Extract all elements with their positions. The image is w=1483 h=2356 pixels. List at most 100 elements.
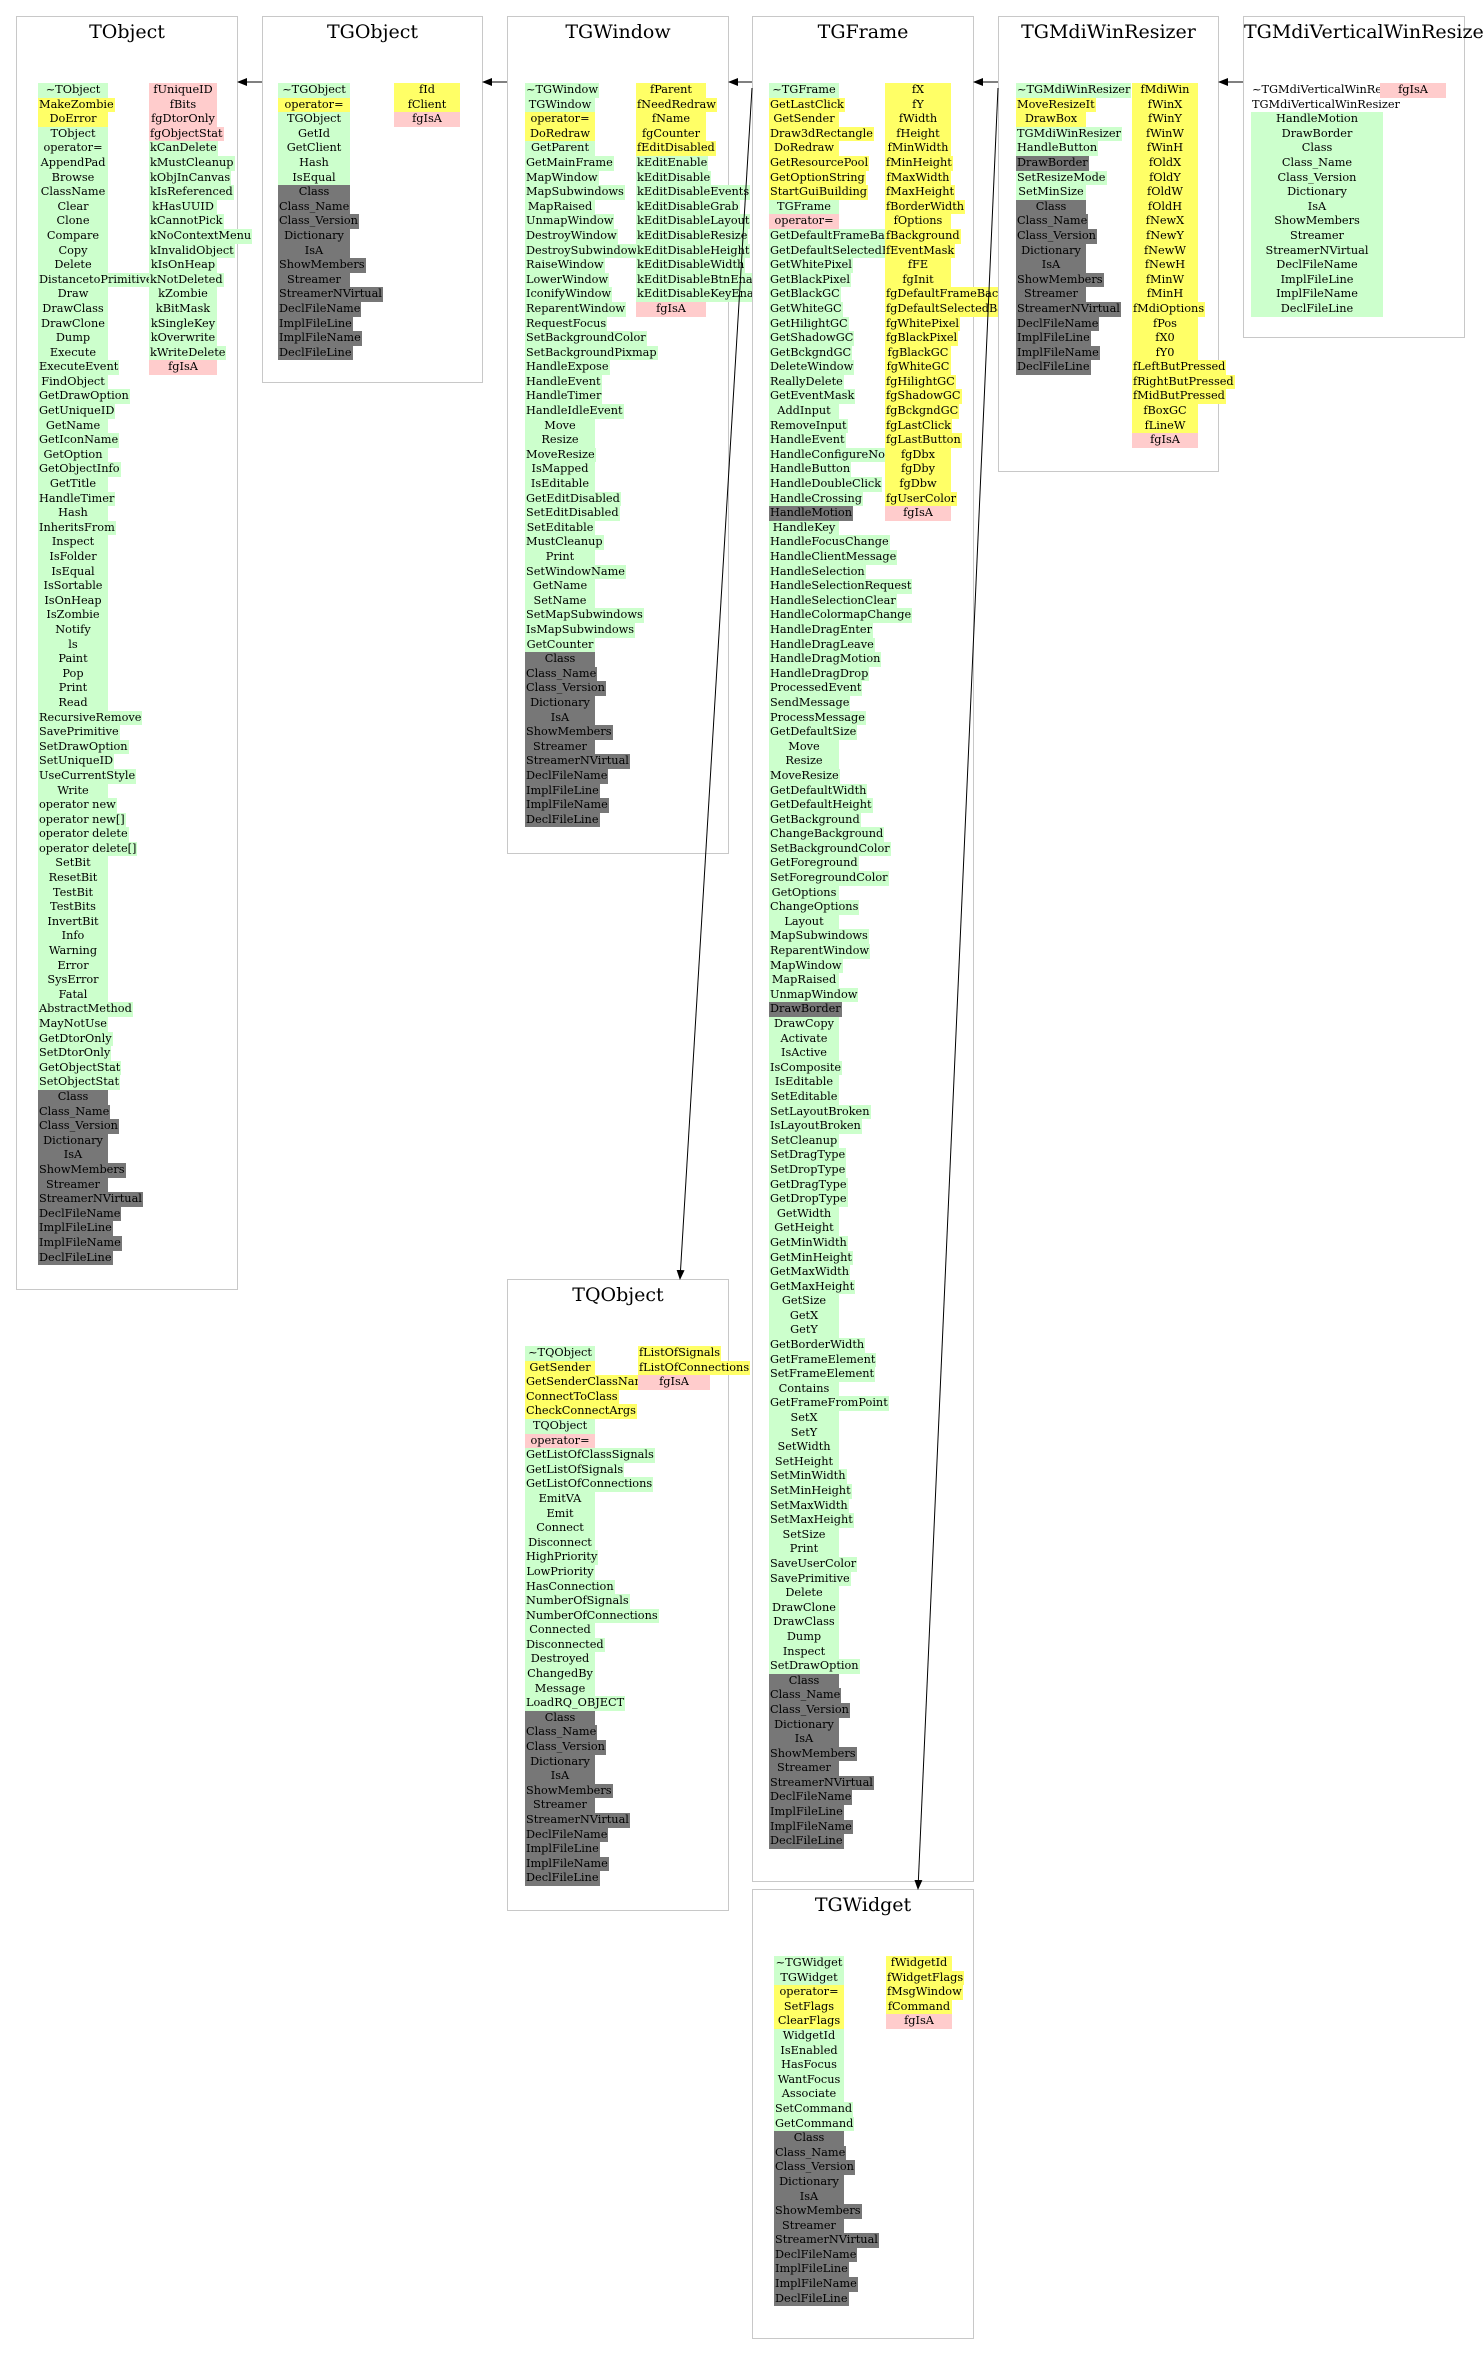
method-name: Class_Version <box>1251 170 1383 186</box>
method-row: Streamer <box>525 1798 595 1813</box>
method-row: DrawBorder <box>1016 155 1089 171</box>
member-name: fUniqueID <box>149 83 217 98</box>
method-name: ShowMembers <box>525 725 613 740</box>
method-row: Class <box>38 1089 108 1105</box>
member-name: fWidgetId <box>886 1956 952 1971</box>
method-row: HandleCrossing <box>769 491 863 507</box>
method-name: StreamerNVirtual <box>525 1813 630 1828</box>
method-name: UnmapWindow <box>769 987 859 1003</box>
method-name: ImplFileLine <box>38 1221 113 1236</box>
method-name: SetMapSubwindows <box>525 608 644 623</box>
method-name: AbstractMethod <box>38 1002 133 1017</box>
method-row: HandleButton <box>769 462 852 478</box>
member-row: kHasUUID <box>149 199 217 215</box>
member-name: kCanDelete <box>149 141 218 156</box>
method-name: LowPriority <box>525 1564 595 1580</box>
member-row: fCommand <box>886 1999 952 2015</box>
method-name: ClearFlags <box>774 2014 844 2029</box>
method-row: TestBit <box>38 885 108 901</box>
method-row: TGMdiVerticalWinResizer <box>1251 97 1401 113</box>
method-row: Layout <box>769 914 839 930</box>
method-row: GetWhitePixel <box>769 258 853 273</box>
member-name: kNoContextMenu <box>149 228 253 244</box>
method-row: SetBackgroundPixmap <box>525 345 658 361</box>
method-row: SetName <box>525 593 595 609</box>
method-name: Error <box>38 958 108 974</box>
member-name: fFE <box>885 258 951 273</box>
method-row: MapRaised <box>525 199 595 215</box>
member-name: fWinX <box>1132 97 1198 113</box>
method-row: Inspect <box>769 1644 839 1660</box>
method-row: GetBlackPixel <box>769 272 851 288</box>
method-name: GetCounter <box>525 637 595 653</box>
method-name: SetBit <box>38 856 108 872</box>
method-name: Class_Name <box>1251 155 1383 171</box>
class-box-tgobject: TGObject ~TGObject operator= TGObject GetId… <box>262 16 483 383</box>
members-column: fMdiWin fWinX fWinY fWinW fWinH fOldX fOldY fOl… <box>1132 83 1235 448</box>
method-name: Move <box>525 418 595 434</box>
method-row: HandleTimer <box>525 389 603 405</box>
method-name: Dictionary <box>525 695 595 711</box>
method-row: SendMessage <box>769 695 851 711</box>
method-name: UseCurrentStyle <box>38 768 137 784</box>
method-row: TGWindow <box>525 97 595 113</box>
member-name: fParent <box>636 83 706 98</box>
method-row: IsA <box>525 1769 595 1784</box>
method-row: EmitVA <box>525 1491 595 1507</box>
method-row: Class_Name <box>278 199 351 215</box>
method-row: HandleColormapChange <box>769 608 913 623</box>
method-name: GetDefaultSize <box>769 725 858 740</box>
method-row: GetId <box>278 126 350 142</box>
method-name: Class <box>525 652 595 667</box>
member-name: fId <box>394 83 460 98</box>
member-row: fgInit <box>885 272 951 288</box>
method-name: MoveResize <box>525 447 596 463</box>
method-name: SetX <box>769 1411 839 1426</box>
member-row: kWriteDelete <box>149 345 227 361</box>
member-row: fBoxGC <box>1132 404 1198 419</box>
method-row: HandleEvent <box>769 433 846 448</box>
method-name: HighPriority <box>525 1550 599 1565</box>
method-name: IsA <box>278 243 350 259</box>
member-name: fgBlackGC <box>885 345 951 361</box>
method-row: GetMainFrame <box>525 155 614 171</box>
method-row: TQObject <box>525 1418 595 1434</box>
method-name: MoveResize <box>769 768 840 784</box>
method-name: HandleColormapChange <box>769 608 913 623</box>
member-row: kZombie <box>149 287 217 302</box>
method-name: Class_Name <box>278 199 351 215</box>
method-row: GetSize <box>769 1294 839 1309</box>
member-row: kEditDisableLayout <box>636 214 751 229</box>
member-name: fOptions <box>885 214 951 229</box>
methods-column: ~TGMdiVerticalWinResizer TGMdiVerticalWin… <box>1251 83 1411 317</box>
method-name: HasConnection <box>525 1579 615 1595</box>
method-name: operator delete <box>38 827 129 842</box>
method-row: DrawClass <box>769 1615 839 1630</box>
method-row: Pop <box>38 666 108 682</box>
method-row: Dictionary <box>38 1133 108 1149</box>
method-name: operator= <box>774 1985 844 2000</box>
method-name: LowerWindow <box>525 272 610 288</box>
member-row: kObjInCanvas <box>149 170 232 186</box>
method-name: Dictionary <box>769 1717 839 1733</box>
method-row: operator new[] <box>38 812 126 828</box>
method-name: Print <box>525 550 595 565</box>
method-name: GetListOfClassSignals <box>525 1448 655 1463</box>
method-name: operator new <box>38 798 117 813</box>
method-name: HandleSelectionRequest <box>769 579 913 594</box>
member-row: fgWhitePixel <box>885 316 961 332</box>
method-row: TObject <box>38 126 108 142</box>
method-row: DeclFileName <box>1016 316 1100 332</box>
method-name: ConnectToClass <box>525 1389 619 1405</box>
method-name: HandleTimer <box>525 389 603 405</box>
method-row: DeclFileLine <box>278 345 353 361</box>
method-row: ReallyDelete <box>769 374 844 390</box>
method-name: Class_Name <box>525 666 598 682</box>
method-name: Inspect <box>769 1644 839 1660</box>
method-row: IsA <box>774 2189 844 2205</box>
method-row: HandleClientMessage <box>769 550 898 565</box>
method-row: Class_Version <box>278 214 359 229</box>
method-row: StreamerNVirtual <box>769 1775 874 1791</box>
method-name: ls <box>38 637 108 653</box>
method-name: SetDrawOption <box>769 1659 860 1674</box>
